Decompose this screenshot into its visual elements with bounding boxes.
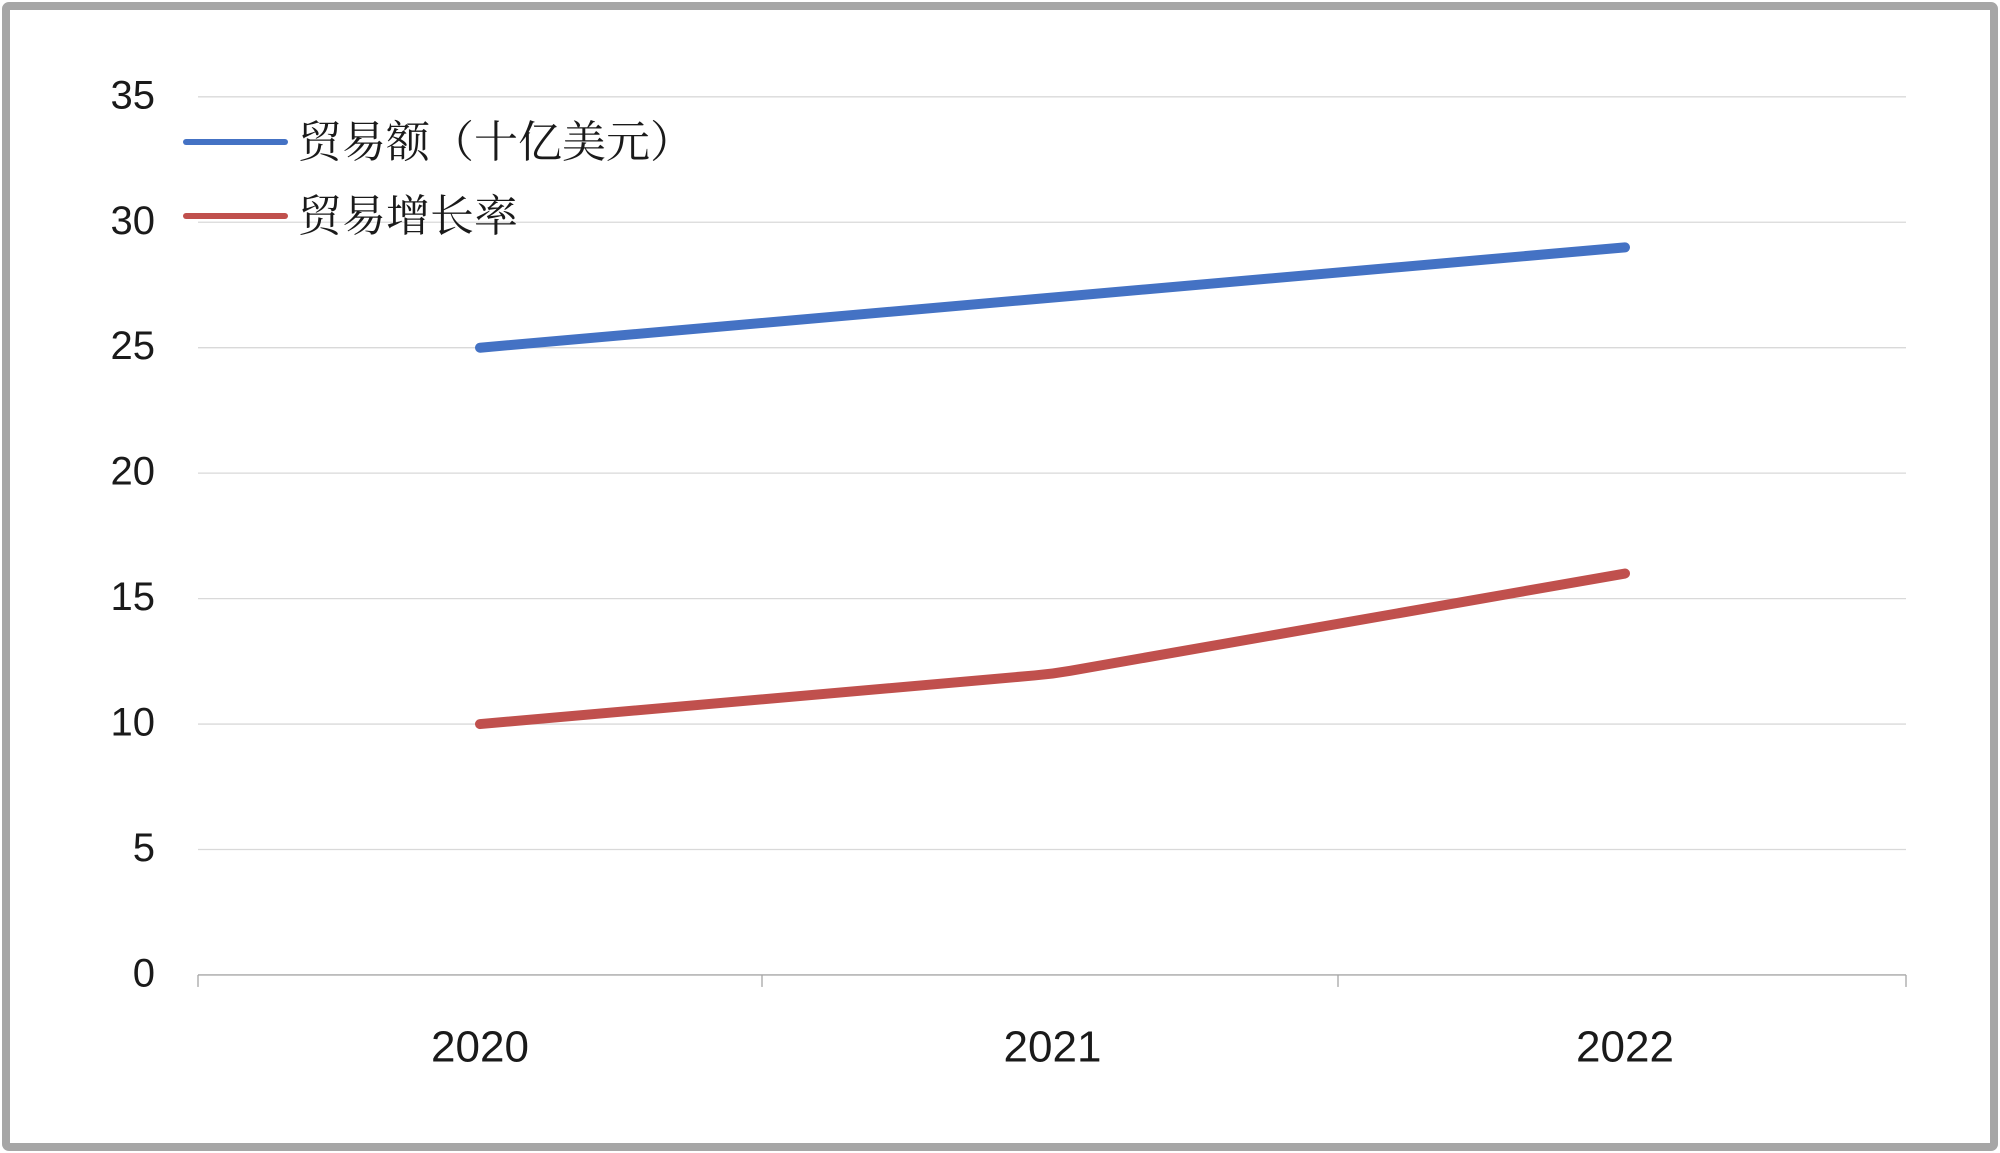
svg-text:20: 20 xyxy=(111,450,156,494)
svg-text:2022: 2022 xyxy=(1576,1022,1674,1071)
svg-text:贸易增长率: 贸易增长率 xyxy=(298,180,518,244)
svg-text:15: 15 xyxy=(111,575,156,619)
svg-text:35: 35 xyxy=(111,73,156,117)
svg-text:2020: 2020 xyxy=(431,1022,529,1071)
svg-text:0: 0 xyxy=(133,951,155,995)
svg-text:5: 5 xyxy=(133,826,155,870)
svg-text:10: 10 xyxy=(111,701,156,745)
svg-text:贸易额（十亿美元）: 贸易额（十亿美元） xyxy=(298,106,694,170)
svg-text:25: 25 xyxy=(111,324,156,368)
svg-text:30: 30 xyxy=(111,199,156,243)
svg-text:2021: 2021 xyxy=(1004,1022,1102,1071)
